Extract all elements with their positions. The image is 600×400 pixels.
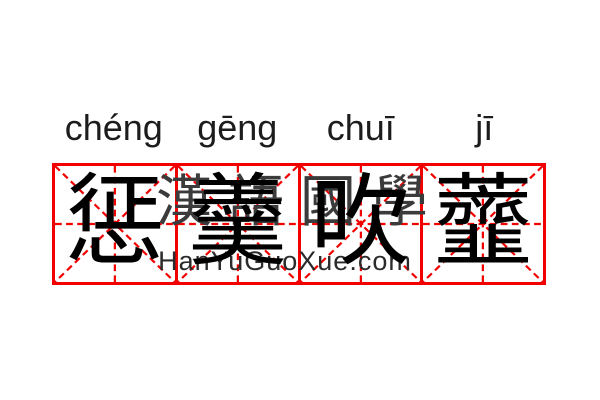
mi-grid-guidelines-icon <box>177 166 298 282</box>
mi-grid-guidelines-icon <box>55 166 175 282</box>
pinyin-row: chéng gēng chuī jī <box>52 100 546 148</box>
hanzi-character-4: 虀 <box>433 163 534 280</box>
mi-grid-guidelines-icon <box>423 166 543 282</box>
watermark-cjk-text: 漢語國學 <box>156 170 444 235</box>
grid-cell-4: 虀 <box>423 166 543 282</box>
pinyin-cell: chéng <box>52 108 176 148</box>
watermark-site-text: HanYuGuoXue.com <box>158 246 412 276</box>
character-practice-grid: 惩 羹 吹 <box>52 163 546 285</box>
pinyin-syllable-1: chéng <box>64 107 163 149</box>
hanzi-character-1: 惩 <box>64 163 165 280</box>
hanzi-character-3: 吹 <box>310 163 411 280</box>
mi-grid-guidelines-icon <box>300 166 421 282</box>
pinyin-syllable-4: jī <box>475 107 494 149</box>
pinyin-syllable-3: chuī <box>326 107 395 149</box>
grid-cell-2: 羹 <box>177 163 301 282</box>
hanzi-character-2: 羹 <box>187 163 288 280</box>
pinyin-cell: jī <box>423 108 547 148</box>
pinyin-cell: chuī <box>299 108 423 148</box>
pinyin-cell: gēng <box>176 108 300 148</box>
grid-cell-3: 吹 <box>300 163 424 282</box>
pinyin-syllable-2: gēng <box>197 107 278 149</box>
grid-cell-1: 惩 <box>55 166 178 282</box>
